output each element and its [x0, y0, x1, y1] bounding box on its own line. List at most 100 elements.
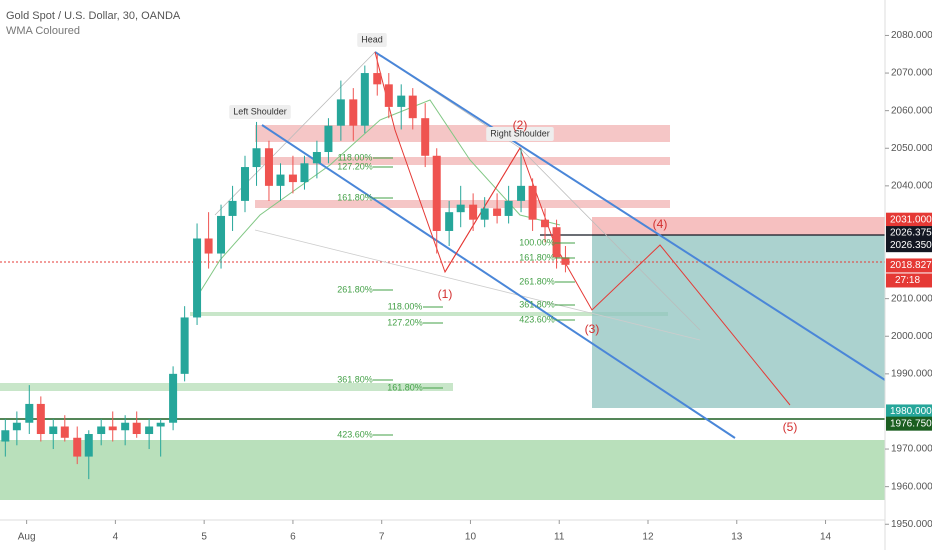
x-tick-label: 7: [379, 532, 385, 543]
y-tick-label: 1990.000: [891, 368, 932, 379]
y-tick-label: 2010.000: [891, 293, 932, 304]
x-tick-label: 13: [731, 532, 743, 543]
price-label: 2018.827: [890, 260, 932, 271]
candle-body: [252, 148, 261, 168]
candle-body: [288, 174, 297, 183]
wma-line: [194, 99, 561, 301]
candle-body: [60, 426, 69, 438]
candle-body: [480, 208, 489, 220]
candle-body: [300, 163, 309, 183]
candle-body: [108, 426, 117, 431]
price-label-box: [886, 226, 932, 241]
fib-label: 161.80%: [387, 382, 423, 392]
candle-body: [561, 257, 570, 265]
candle-body: [421, 118, 430, 156]
fib-label: 127.20%: [387, 317, 423, 327]
candle-body: [528, 185, 537, 220]
zone: [255, 125, 670, 142]
x-tick-label: 6: [290, 532, 296, 543]
candle-body: [121, 422, 130, 431]
x-tick-label: 10: [465, 532, 477, 543]
zone: [0, 440, 885, 500]
candle-body: [12, 422, 21, 431]
candle-body: [469, 204, 478, 220]
price-label: 2026.375: [890, 228, 932, 239]
zone: [255, 157, 670, 165]
candle-body: [132, 422, 141, 435]
y-tick-label: 2000.000: [891, 331, 932, 342]
price-label-box: [886, 416, 932, 431]
y-tick-label: 1950.000: [891, 519, 932, 530]
candle-body: [276, 174, 285, 186]
wave-label: (1): [438, 287, 453, 301]
zone: [0, 383, 453, 391]
price-label: 1976.750: [890, 418, 932, 429]
candle-body: [349, 99, 358, 126]
candle-body: [456, 204, 465, 213]
candle-body: [408, 95, 417, 119]
fib-label: 161.80%: [519, 252, 555, 262]
candle-body: [217, 215, 226, 254]
candle-body: [145, 426, 154, 435]
x-tick-label: 12: [642, 532, 654, 543]
x-tick-label: Aug: [18, 532, 36, 543]
candle-body: [36, 403, 45, 435]
fib-label: 423.60%: [337, 429, 373, 439]
price-label: 2031.000: [890, 214, 932, 225]
fib-label: 100.00%: [519, 237, 555, 247]
candle-body: [228, 200, 237, 216]
wave-line: [374, 51, 791, 406]
candle-body: [264, 148, 273, 186]
x-tick-label: 11: [554, 532, 565, 543]
wave-label: (5): [783, 420, 798, 434]
candle-body: [97, 426, 106, 435]
candle-body: [384, 84, 393, 107]
zone: [255, 200, 670, 208]
channel-line: [261, 124, 736, 439]
price-label-box: [886, 238, 932, 253]
candle-body: [324, 125, 333, 153]
zone: [190, 312, 668, 316]
wave-label: (2): [513, 118, 528, 132]
candle-body: [25, 403, 34, 423]
y-tick-label: 2040.000: [891, 180, 932, 191]
guide-line: [254, 229, 701, 341]
candle-body: [156, 422, 165, 427]
candle-body: [49, 426, 58, 435]
candle-body: [312, 152, 321, 164]
wave-label: (4): [653, 217, 668, 231]
candle-body: [360, 73, 369, 126]
stop-box: [592, 217, 885, 235]
candle-body: [180, 317, 189, 374]
fib-label: 261.80%: [337, 284, 373, 294]
countdown-box: [886, 273, 932, 288]
fib-label: 127.20%: [337, 161, 373, 171]
guide-line: [214, 51, 701, 331]
price-label: 2026.350: [890, 240, 932, 251]
fib-label: 423.60%: [519, 314, 555, 324]
chart-title: Gold Spot / U.S. Dollar, 30, OANDA: [6, 10, 181, 22]
pattern-label: Right Shoulder: [490, 128, 550, 138]
chart-subtitle: WMA Coloured: [6, 25, 80, 37]
pattern-label-box: [486, 127, 554, 141]
candle-body: [517, 185, 526, 201]
wave-label: (3): [585, 322, 600, 336]
countdown: 27:18: [895, 275, 920, 286]
y-tick-label: 2080.000: [891, 30, 932, 41]
candle-body: [504, 200, 513, 216]
pattern-label: Left Shoulder: [233, 106, 287, 116]
candle-body: [336, 99, 345, 126]
pattern-label-box: [357, 33, 387, 47]
fib-label: 118.00%: [338, 152, 373, 162]
fib-label: 361.80%: [337, 374, 373, 384]
x-tick-label: 14: [820, 532, 832, 543]
fib-label: 261.80%: [519, 276, 555, 286]
y-tick-label: 2070.000: [891, 68, 932, 79]
target-box: [592, 235, 885, 408]
price-label-box: [886, 258, 932, 273]
candle-body: [432, 155, 441, 231]
candle-body: [1, 430, 10, 442]
price-label: 1980.000: [890, 406, 932, 417]
price-label-box: [886, 212, 932, 227]
price-label-box: [886, 404, 932, 419]
